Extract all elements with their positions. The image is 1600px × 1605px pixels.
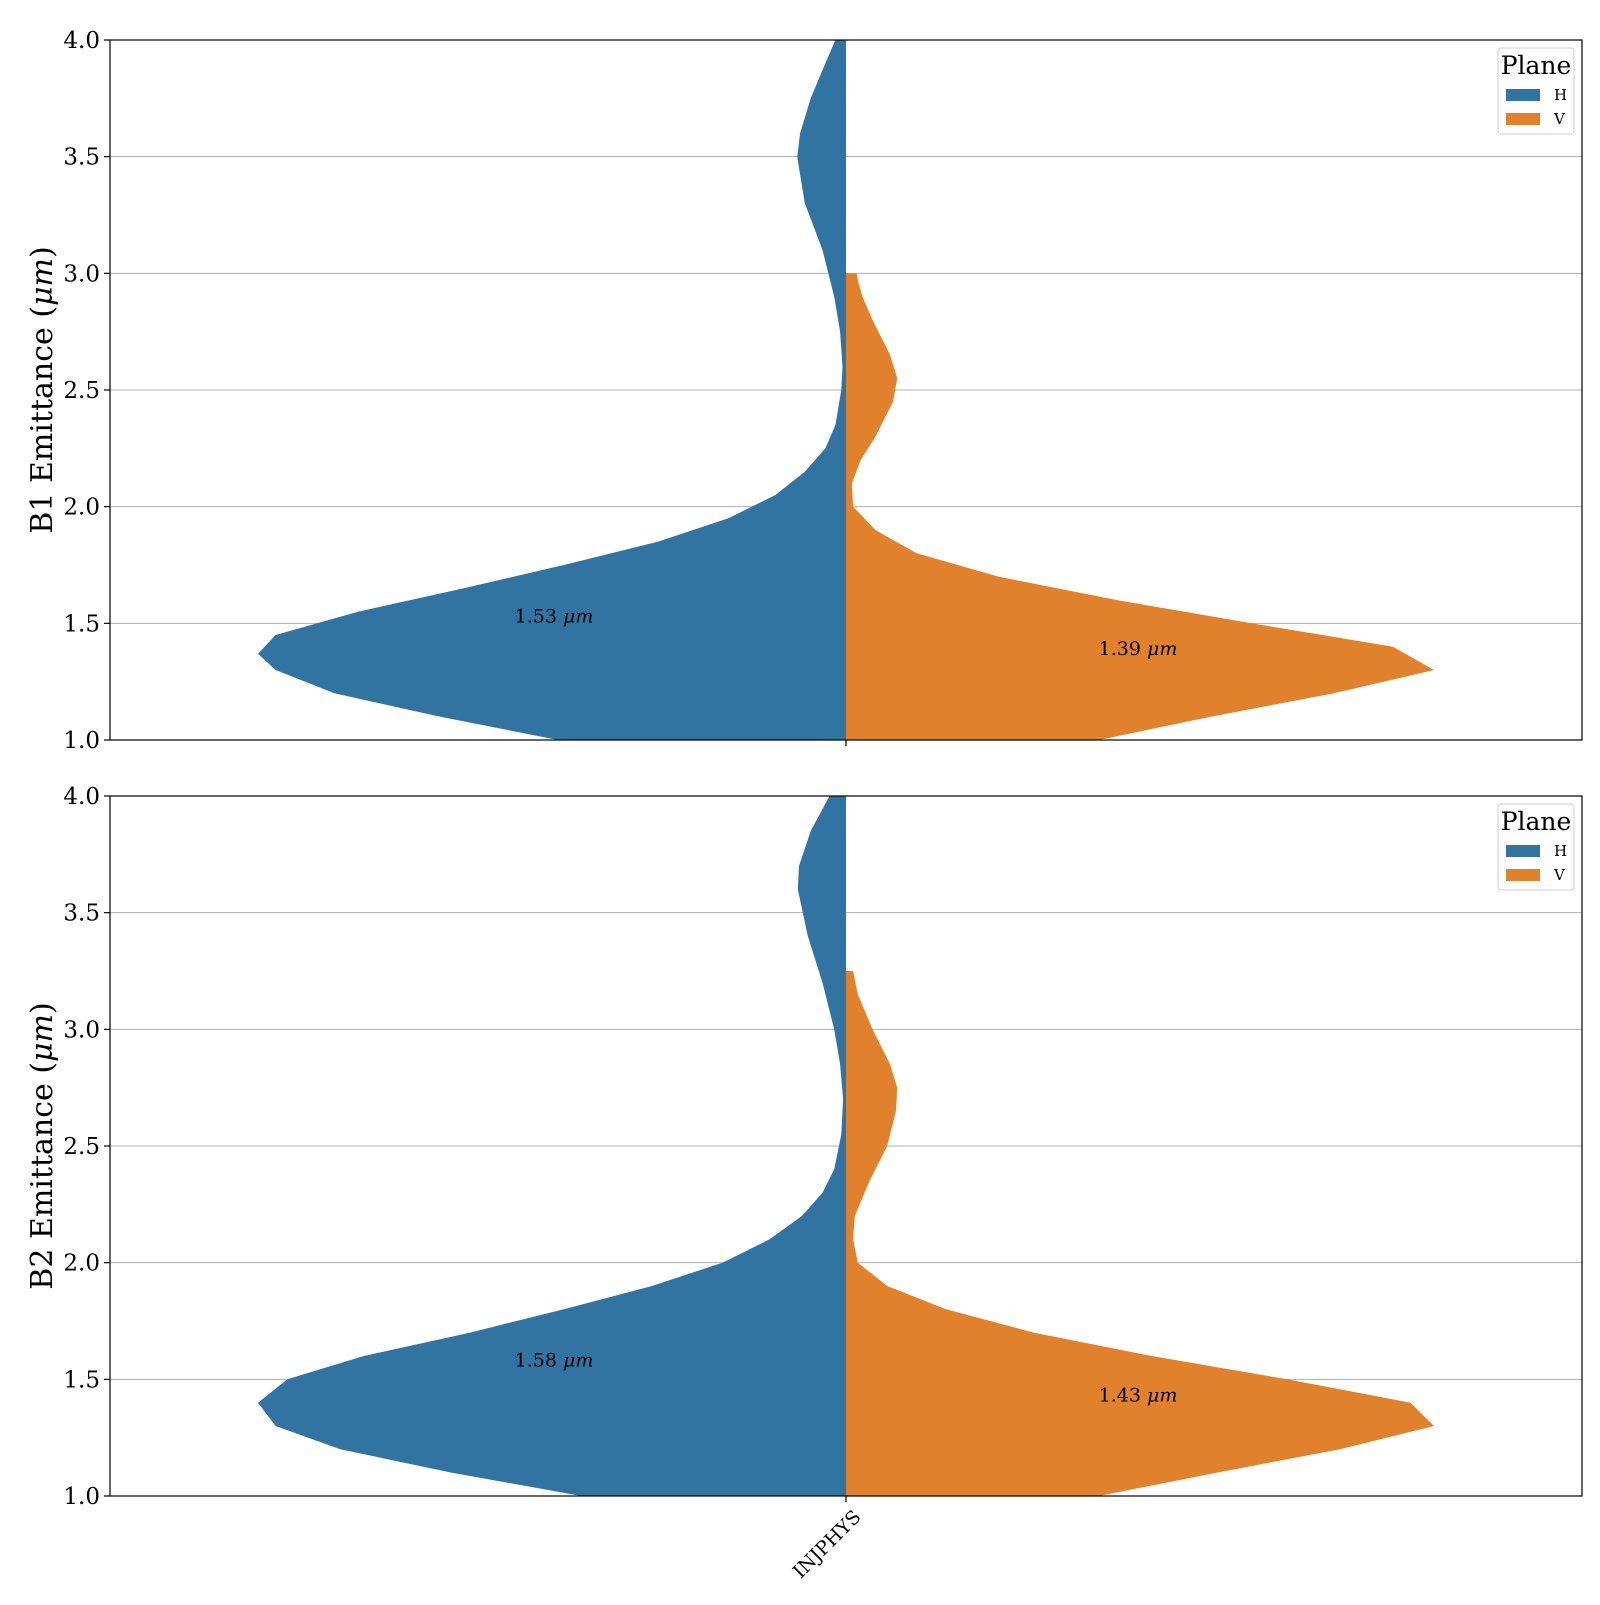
chart-panel-2: 1.0 1.5 2.0 2.5 3.0 3.5 4.0 1.58 μm 1.43 μm B2 Em…: [25, 784, 1583, 1583]
legend-swatch-h: [1506, 89, 1540, 101]
legend-label-v: V: [1553, 110, 1566, 128]
y-tick-label: 3.5: [63, 901, 100, 927]
legend-title: Plane: [1501, 51, 1572, 80]
y-tick-label: 2.0: [63, 495, 100, 521]
legend-swatch-v: [1506, 869, 1540, 881]
y-tick-label: 2.0: [63, 1251, 100, 1277]
y-tick-label: 2.5: [63, 378, 100, 404]
y-tick-label: 4.0: [63, 784, 100, 810]
legend-label-v: V: [1553, 866, 1566, 884]
violin-v: [846, 971, 1434, 1496]
y-tick-label: 1.0: [63, 1484, 100, 1510]
y-tick-label: 3.5: [63, 145, 100, 171]
legend: Plane HV: [1497, 803, 1575, 891]
y-axis-label: B1 Emittance (μm): [25, 246, 60, 533]
legend-swatch-v: [1506, 113, 1540, 125]
median-label-v: 1.43 μm: [1099, 1385, 1178, 1407]
y-tick-label: 4.0: [63, 28, 100, 54]
y-tick-label: 1.5: [63, 1367, 100, 1393]
legend-label-h: H: [1554, 842, 1567, 860]
legend-label-h: H: [1554, 86, 1567, 104]
y-tick-label: 1.5: [63, 611, 100, 637]
median-label-h: 1.58 μm: [515, 1350, 594, 1372]
y-axis-label: B2 Emittance (μm): [25, 1002, 60, 1289]
violin-h: [258, 40, 846, 740]
chart-panel-1: 1.0 1.5 2.0 2.5 3.0 3.5 4.0 1.53 μm 1.39 μm B1 Em…: [25, 28, 1583, 754]
median-label-h: 1.53 μm: [515, 605, 594, 627]
median-label-v: 1.39 μm: [1099, 638, 1178, 660]
violin-v: [846, 273, 1434, 740]
legend: Plane HV: [1497, 47, 1575, 135]
violin-h: [258, 796, 846, 1496]
y-tick-label: 1.0: [63, 728, 100, 754]
y-tick-label: 3.0: [63, 1017, 100, 1043]
legend-swatch-h: [1506, 845, 1540, 857]
legend-title: Plane: [1501, 807, 1572, 836]
x-tick-label: INJPHYS: [789, 1506, 866, 1583]
y-tick-label: 3.0: [63, 261, 100, 287]
y-tick-label: 2.5: [63, 1134, 100, 1160]
